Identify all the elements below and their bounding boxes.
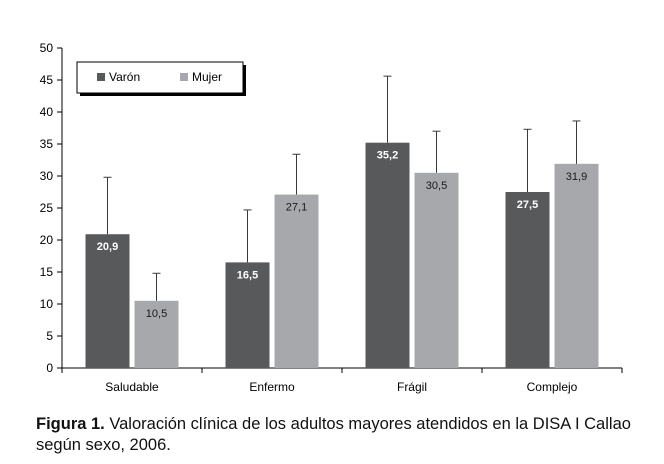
x-tick-label: Enfermo	[249, 380, 295, 394]
bar	[365, 142, 410, 368]
caption-text: Valoración clínica de los adultos mayore…	[36, 415, 631, 454]
data-label: 27,5	[517, 199, 538, 211]
bar	[85, 234, 130, 368]
legend-swatch	[180, 73, 188, 81]
data-label: 16,5	[237, 269, 258, 281]
y-tick-label: 50	[40, 41, 54, 55]
x-tick-label: Saludable	[105, 380, 159, 394]
plot-area: 0 5 10 15 20 25 30 35 40 45 50 Saludable 20,9 10,5 Enf…	[40, 41, 623, 394]
bar	[554, 163, 599, 368]
y-tick-label: 5	[46, 329, 53, 343]
y-tick-label: 40	[40, 105, 54, 119]
data-label: 20,9	[97, 241, 118, 253]
y-tick-label: 15	[40, 265, 54, 279]
legend-label: Varón	[109, 70, 140, 84]
bar	[505, 192, 550, 368]
bar	[225, 262, 270, 368]
data-label: 27,1	[286, 202, 307, 214]
bar	[134, 300, 179, 368]
bar-chart: 0 5 10 15 20 25 30 35 40 45 50 Saludable 20,9 10,5 Enf…	[40, 41, 623, 394]
data-label: 10,5	[146, 308, 167, 320]
figure-caption: Figura 1. Valoración clínica de los adul…	[36, 414, 646, 456]
y-tick-label: 0	[46, 361, 53, 375]
data-label: 35,2	[377, 150, 398, 162]
data-label: 31,9	[566, 171, 587, 183]
legend-label: Mujer	[192, 70, 222, 84]
data-label: 30,5	[426, 180, 447, 192]
bar	[274, 194, 319, 368]
legend-swatch	[97, 73, 105, 81]
y-tick-label: 10	[40, 297, 54, 311]
y-tick-label: 30	[40, 169, 54, 183]
y-tick-label: 35	[40, 137, 54, 151]
bar	[414, 172, 459, 368]
x-tick-label: Complejo	[527, 380, 578, 394]
caption-label: Figura 1.	[36, 415, 105, 433]
y-tick-label: 20	[40, 233, 54, 247]
x-tick-label: Frágil	[397, 380, 427, 394]
y-tick-label: 25	[40, 201, 54, 215]
y-tick-label: 45	[40, 73, 54, 87]
